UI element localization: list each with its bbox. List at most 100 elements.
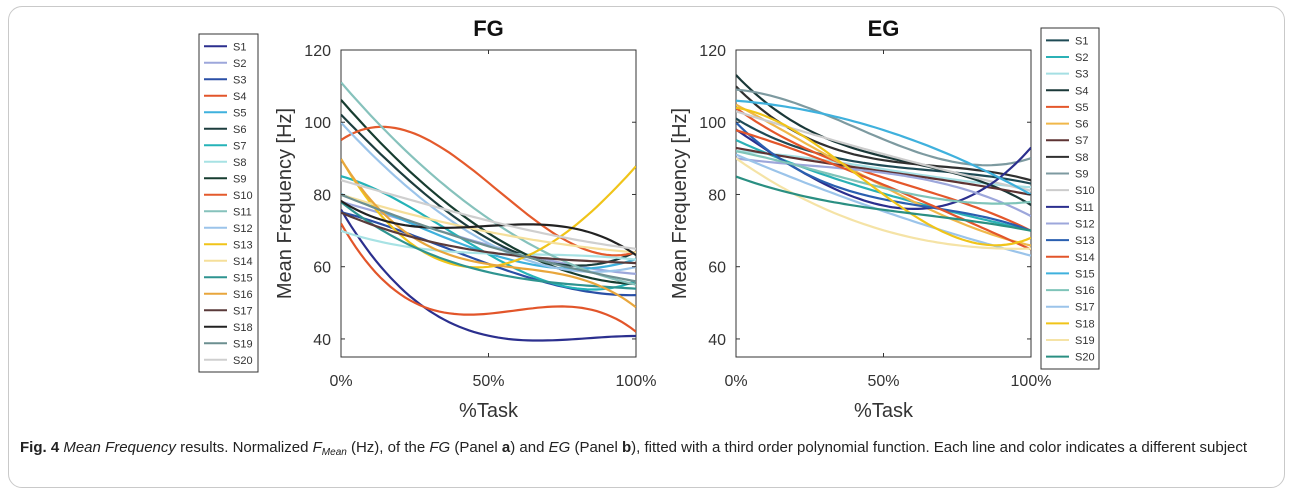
fg-legend-label-s9: S9 (233, 173, 246, 185)
eg-series-line-s1 (736, 117, 1031, 185)
eg-legend-label-s6: S6 (1075, 119, 1088, 131)
fg-legend-label-s13: S13 (233, 239, 253, 251)
eg-legend-label-s2: S2 (1075, 52, 1088, 64)
fg-series-line-s14 (341, 193, 636, 254)
eg-x-tick-label: 100% (1011, 373, 1052, 390)
eg-legend-label-s10: S10 (1075, 185, 1095, 197)
eg-legend-label-s11: S11 (1075, 202, 1094, 214)
caption-symbol-subscript: Mean (321, 447, 347, 458)
eg-curves (736, 74, 1031, 257)
caption-text: (Hz), of the (346, 439, 430, 456)
fg-legend-label-s7: S7 (233, 140, 246, 152)
fg-legend-label-s6: S6 (233, 124, 246, 136)
eg-legend-label-s5: S5 (1075, 102, 1088, 114)
eg-series-line-s4 (736, 74, 1031, 206)
fg-legend-label-s20: S20 (233, 355, 253, 367)
fg-legend-label-s11: S11 (233, 206, 252, 218)
fg-y-axis-label: Mean Frequency [Hz] (274, 108, 296, 299)
fg-axes-box (340, 49, 637, 358)
eg-legend-label-s13: S13 (1075, 235, 1095, 247)
fg-ticks: 40 60 80 100 120 0% 50% 100% (304, 43, 656, 390)
eg-series-line-s16 (736, 150, 1031, 205)
eg-y-tick-label: 40 (708, 332, 726, 349)
eg-series-line-s18 (736, 106, 1031, 247)
caption-metric-name: Mean Frequency (63, 439, 176, 456)
eg-legend-label-s14: S14 (1075, 252, 1095, 264)
eg-legend-label-s12: S12 (1075, 218, 1095, 230)
eg-y-tick-label: 60 (708, 260, 726, 277)
fg-series-line-s18 (341, 199, 636, 257)
fg-legend-label-s3: S3 (233, 74, 246, 86)
eg-legend-box (1040, 27, 1100, 370)
caption-symbol: F (312, 439, 322, 456)
fg-legend-label-s2: S2 (233, 58, 246, 70)
eg-series-line-s17 (736, 153, 1031, 257)
caption-text: results. Normalized (175, 439, 313, 456)
fg-series-line-s6 (341, 113, 636, 267)
eg-legend-label-s17: S17 (1075, 302, 1095, 314)
panel-eg: 40 60 80 100 120 0% 50% 100% EG %Task Mean Freq… (669, 16, 1100, 422)
fg-series-line-s17 (341, 211, 636, 265)
caption-text: (Panel (450, 439, 502, 456)
eg-legend-label-s19: S19 (1075, 335, 1095, 347)
eg-legend-label-s7: S7 (1075, 135, 1088, 147)
caption-text: (Panel (570, 439, 622, 456)
eg-y-tick-label: 80 (708, 187, 726, 204)
fg-legend-label-s18: S18 (233, 322, 253, 334)
eg-series-line-s15 (736, 99, 1031, 196)
eg-series-line-s14 (736, 129, 1031, 251)
eg-legend: S1 S2 S3 S4 S5 S6 S7 S8 S9 S10 S11 S12 S13 S14 S15 S16 S… (1040, 27, 1100, 370)
fg-legend-label-s19: S19 (233, 338, 253, 350)
caption-panel-b: b (621, 439, 632, 456)
eg-y-tick-label: 120 (699, 43, 726, 60)
fg-series-line-s10 (341, 125, 636, 257)
fg-x-tick-label: 0% (329, 373, 352, 390)
fg-legend-label-s8: S8 (233, 157, 246, 169)
caption-text: ) and (510, 439, 549, 456)
fg-legend: S1 S2 S3 S4 S5 S6 S7 S8 S9 S10 S11 S12 S13 S14 S15 S16 S… (198, 33, 259, 373)
eg-series-line-s3 (736, 150, 1031, 189)
fg-series-line-s16 (341, 158, 636, 309)
fg-legend-box (198, 33, 259, 373)
eg-y-axis-label: Mean Frequency [Hz] (669, 108, 691, 299)
eg-ticks: 40 60 80 100 120 0% 50% 100% (699, 43, 1051, 390)
eg-legend-label-s20: S20 (1075, 352, 1095, 364)
eg-legend-label-s1: S1 (1075, 35, 1088, 47)
eg-legend-label-s16: S16 (1075, 285, 1095, 297)
eg-x-axis-label: %Task (854, 400, 914, 422)
eg-x-tick-label: 50% (867, 373, 899, 390)
fg-series-line-s15 (341, 201, 636, 290)
figure-caption: Fig. 4 Mean Frequency results. Normalize… (20, 437, 1260, 464)
eg-y-tick-label: 100 (699, 115, 726, 132)
eg-legend-label-s18: S18 (1075, 318, 1095, 330)
fg-y-tick-label: 120 (304, 43, 331, 60)
eg-legend-label-s3: S3 (1075, 69, 1088, 81)
fg-y-tick-label: 60 (313, 260, 331, 277)
eg-series-line-s20 (736, 175, 1031, 232)
fg-series-line-s8 (341, 229, 636, 261)
fg-x-tick-label: 50% (472, 373, 504, 390)
eg-series-line-s5 (736, 107, 1031, 232)
fg-series-line-s20 (341, 179, 636, 250)
fg-x-axis-label: %Task (459, 400, 519, 422)
fg-y-tick-label: 40 (313, 332, 331, 349)
fg-y-tick-label: 80 (313, 187, 331, 204)
fg-legend-label-s10: S10 (233, 190, 253, 202)
fg-x-tick-label: 100% (616, 373, 657, 390)
caption-group-eg: EG (548, 439, 571, 456)
eg-x-tick-label: 0% (724, 373, 747, 390)
caption-panel-a: a (501, 439, 511, 456)
eg-series-line-s7 (736, 146, 1031, 196)
fg-legend-label-s12: S12 (233, 223, 253, 235)
eg-legend-label-s9: S9 (1075, 169, 1088, 181)
caption-text: ), fitted with a third order polynomial … (631, 439, 1248, 456)
caption-group-fg: FG (429, 439, 451, 456)
eg-title: EG (868, 16, 900, 41)
eg-legend-label-s8: S8 (1075, 152, 1088, 164)
fg-legend-label-s14: S14 (233, 256, 253, 268)
fg-legend-label-s16: S16 (233, 289, 253, 301)
fg-series-line-s12 (341, 121, 636, 273)
eg-legend-label-s4: S4 (1075, 85, 1088, 97)
fg-legend-label-s17: S17 (233, 305, 253, 317)
caption-fig-label: Fig. 4 (20, 439, 60, 456)
